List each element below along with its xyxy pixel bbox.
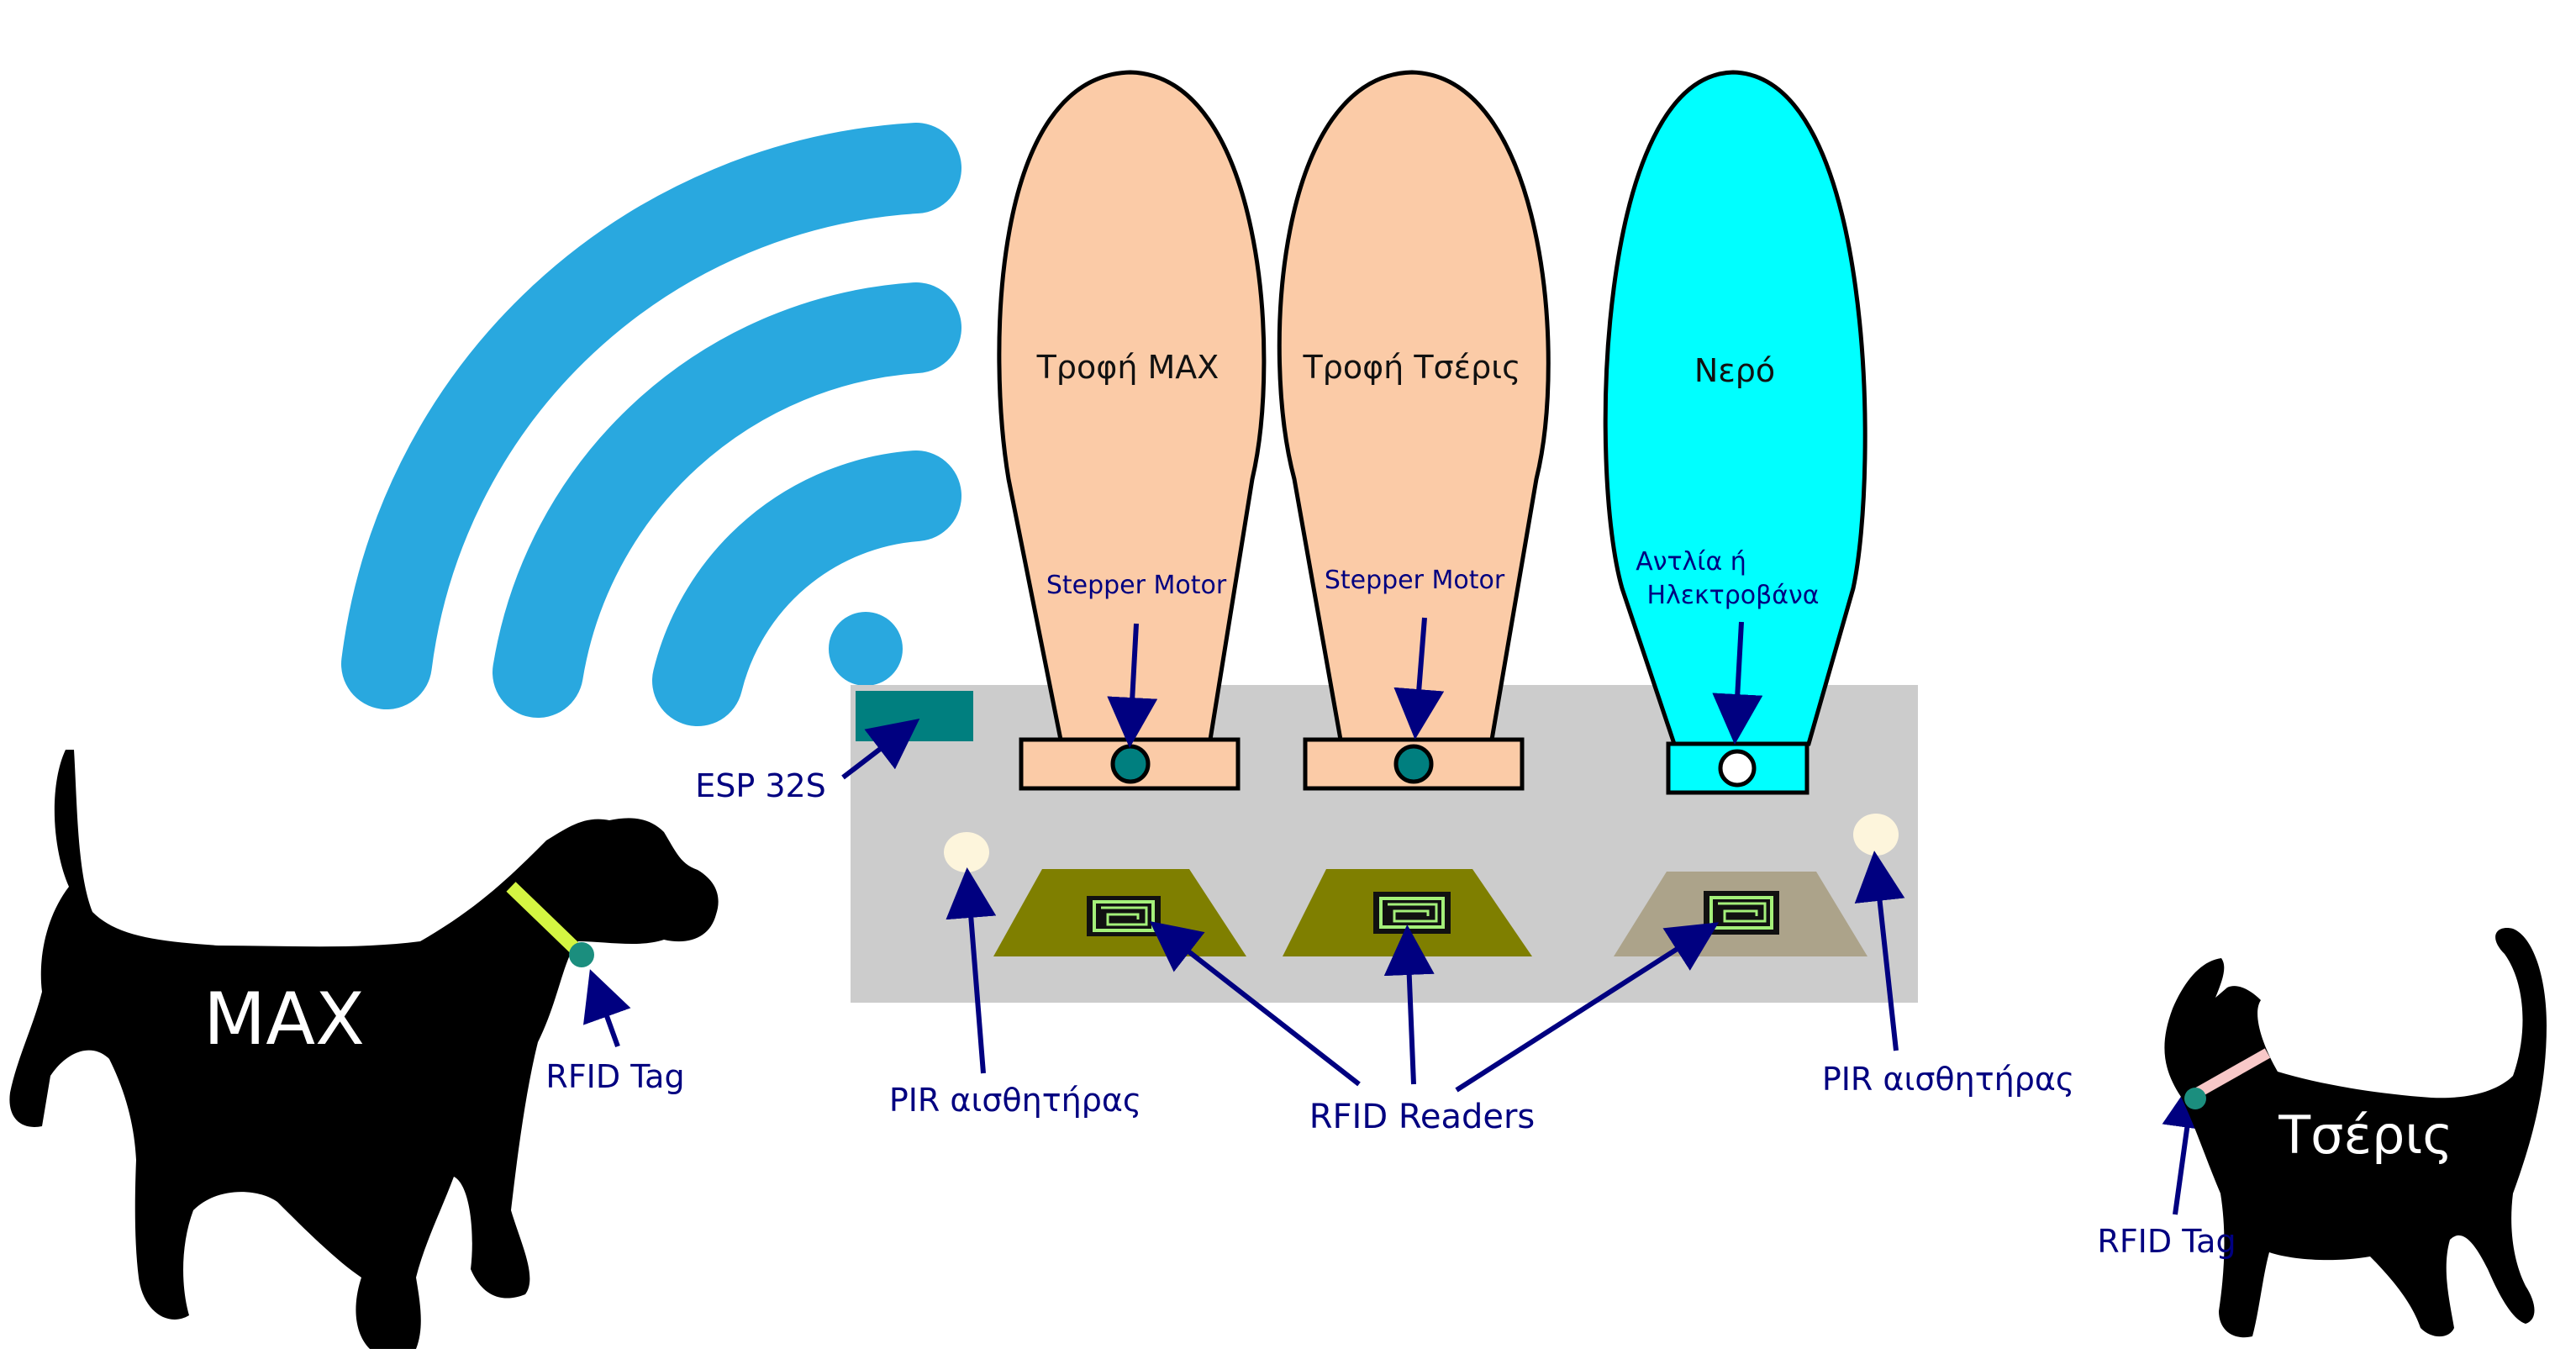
dog-name: MAX [203, 977, 365, 1062]
label-rfid-tag-dog: RFID Tag [545, 1058, 684, 1095]
actuator-label-3b: Ηλεκτροβάνα [1646, 581, 1819, 610]
cat-collar [2194, 1048, 2271, 1098]
actuator-label-3a: Αντλία ή [1636, 547, 1746, 577]
dog-silhouette [9, 750, 719, 1349]
label-esp: ESP 32S [695, 767, 826, 804]
actuator-label-2: Stepper Motor [1325, 566, 1505, 595]
label-rfid-readers: RFID Readers [1309, 1098, 1536, 1136]
label-pir-right: PIR αισθητήρας [1822, 1061, 2074, 1098]
cat-silhouette [2164, 928, 2547, 1338]
pir-sensor-left [944, 832, 989, 872]
hopper-label-water: Νερό [1694, 352, 1775, 389]
hopper-water [1603, 70, 1867, 795]
label-pir-left: PIR αισθητήρας [889, 1082, 1141, 1119]
dog-rfid-tag [569, 942, 594, 967]
hopper-food-tseris [1277, 70, 1551, 791]
dog-collar [506, 882, 587, 960]
hopper-label-food-max: Τροφή MAX [1036, 349, 1220, 386]
pir-sensor-right [1853, 814, 1899, 856]
label-rfid-tag-cat: RFID Tag [2097, 1223, 2236, 1260]
esp-module [856, 691, 973, 741]
wifi-icon [341, 123, 961, 726]
hopper-label-food-tseris: Τροφή Τσέρις [1303, 349, 1521, 386]
wifi-dot [829, 612, 903, 686]
cat-rfid-tag [2184, 1088, 2206, 1109]
cat-name: Τσέρις [2278, 1104, 2452, 1166]
actuator-label-1: Stepper Motor [1046, 571, 1227, 600]
